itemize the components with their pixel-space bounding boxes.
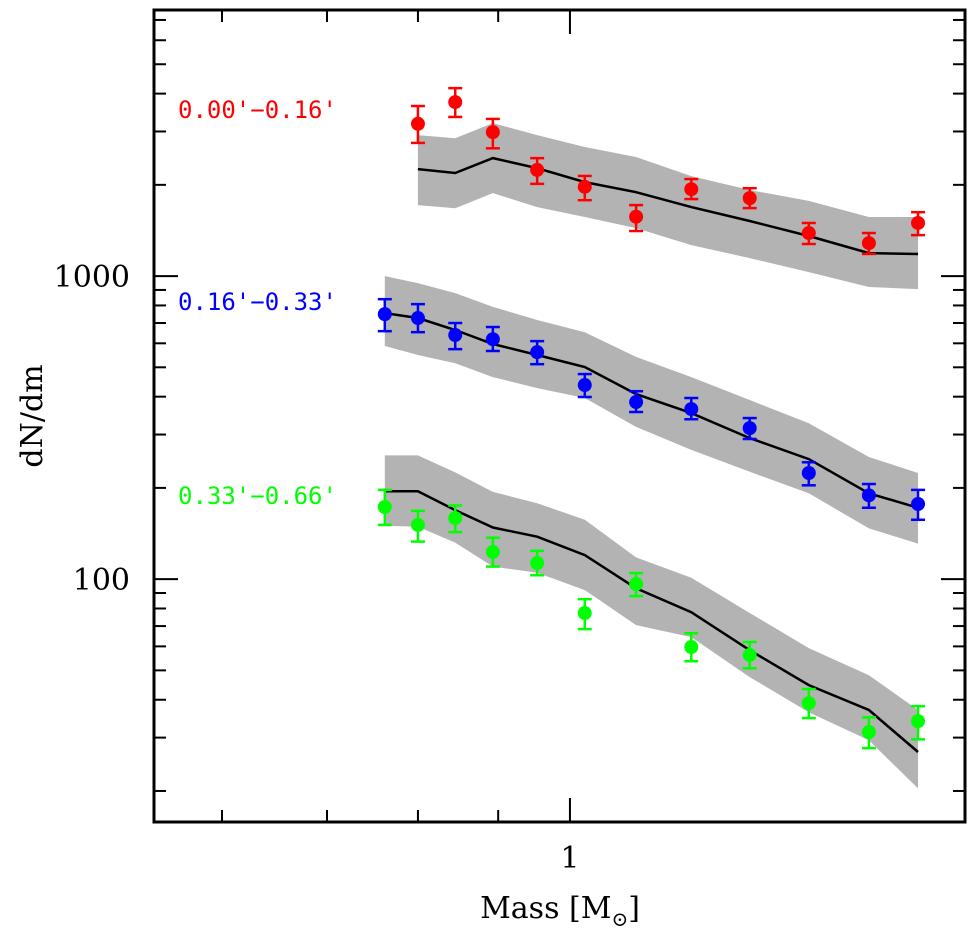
data-point <box>684 396 699 421</box>
data-point <box>861 716 876 750</box>
point-marker <box>801 696 816 711</box>
model-band-2 <box>384 455 918 789</box>
data-point <box>530 156 545 186</box>
data-point <box>801 687 816 720</box>
model-line-2 <box>384 489 919 753</box>
point-marker <box>577 179 592 194</box>
y-tick-label: 1000 <box>54 260 130 295</box>
data-point <box>911 488 926 522</box>
point-marker <box>410 116 425 131</box>
axis-ticks <box>154 10 965 822</box>
point-marker <box>485 332 500 347</box>
data-point <box>911 704 926 741</box>
series-label-0: 0.00'−0.16' <box>178 96 337 124</box>
series-labels: 0.00'−0.16' 0.16'−0.33' 0.33'−0.66' <box>178 96 337 510</box>
data-point <box>742 640 757 670</box>
data-point <box>629 203 644 233</box>
data-point <box>448 321 463 351</box>
model-band-0 <box>417 123 918 290</box>
model-band-1 <box>384 276 918 544</box>
x-axis-label-close: ] <box>628 891 640 926</box>
data-point <box>861 231 876 256</box>
data-point <box>742 416 757 441</box>
data-point <box>742 186 757 210</box>
point-marker <box>448 95 463 110</box>
point-marker <box>861 725 876 740</box>
point-marker <box>861 488 876 503</box>
data-point <box>410 302 425 334</box>
x-axis-label: Mass [M⊙] <box>480 891 640 931</box>
data-point <box>629 571 644 598</box>
x-tick-label: 1 <box>560 841 579 876</box>
point-marker <box>377 499 392 514</box>
data-point <box>801 461 816 487</box>
data-point <box>577 372 592 399</box>
point-marker <box>629 395 644 410</box>
point-marker <box>629 209 644 224</box>
point-marker <box>742 421 757 436</box>
data-point <box>801 221 816 246</box>
point-marker <box>911 215 926 230</box>
model-line-1 <box>384 311 919 509</box>
data-point <box>410 104 425 145</box>
point-marker <box>801 465 816 480</box>
point-marker <box>577 378 592 393</box>
series-label-1: 0.16'−0.33' <box>178 288 337 316</box>
data-point <box>448 504 463 534</box>
data-point <box>577 597 592 631</box>
data-point <box>410 509 425 543</box>
y-axis-label: dN/dm <box>15 364 50 467</box>
point-marker <box>684 182 699 197</box>
point-marker <box>485 544 500 559</box>
point-marker <box>410 311 425 326</box>
data-point <box>530 339 545 366</box>
point-marker <box>629 577 644 592</box>
model-uncertainty-bands <box>384 123 918 789</box>
y-tick-label: 100 <box>73 563 130 598</box>
data-point <box>629 389 644 414</box>
tick-labels: 1 100 1000 <box>54 260 580 876</box>
x-axis-label-main: Mass [M <box>480 891 611 926</box>
point-marker <box>577 606 592 621</box>
model-lines <box>384 156 919 753</box>
data-point <box>377 488 392 527</box>
data-point <box>485 536 500 568</box>
point-marker <box>448 511 463 526</box>
point-marker <box>911 714 926 729</box>
point-marker <box>485 125 500 140</box>
point-marker <box>911 496 926 511</box>
series-label-2: 0.33'−0.66' <box>178 482 337 510</box>
point-marker <box>742 647 757 662</box>
data-point <box>861 482 876 510</box>
data-point <box>911 210 926 237</box>
point-marker <box>530 345 545 360</box>
model-line-0 <box>417 156 919 256</box>
data-point <box>530 549 545 577</box>
plot-frame <box>152 8 967 824</box>
data-point <box>577 174 592 202</box>
point-marker <box>801 226 816 241</box>
data-point <box>485 117 500 150</box>
point-marker <box>530 162 545 177</box>
point-marker <box>861 236 876 251</box>
x-axis-label-subscript: ⊙ <box>611 907 628 931</box>
data-point <box>684 177 699 201</box>
point-marker <box>742 191 757 206</box>
point-marker <box>377 307 392 322</box>
point-marker <box>448 328 463 343</box>
data-point <box>448 86 463 119</box>
data-points <box>377 86 926 750</box>
point-marker <box>410 517 425 532</box>
data-point <box>684 631 699 663</box>
data-point <box>377 297 392 333</box>
point-marker <box>684 402 699 417</box>
data-point <box>485 325 500 353</box>
point-marker <box>530 556 545 571</box>
point-marker <box>684 640 699 655</box>
